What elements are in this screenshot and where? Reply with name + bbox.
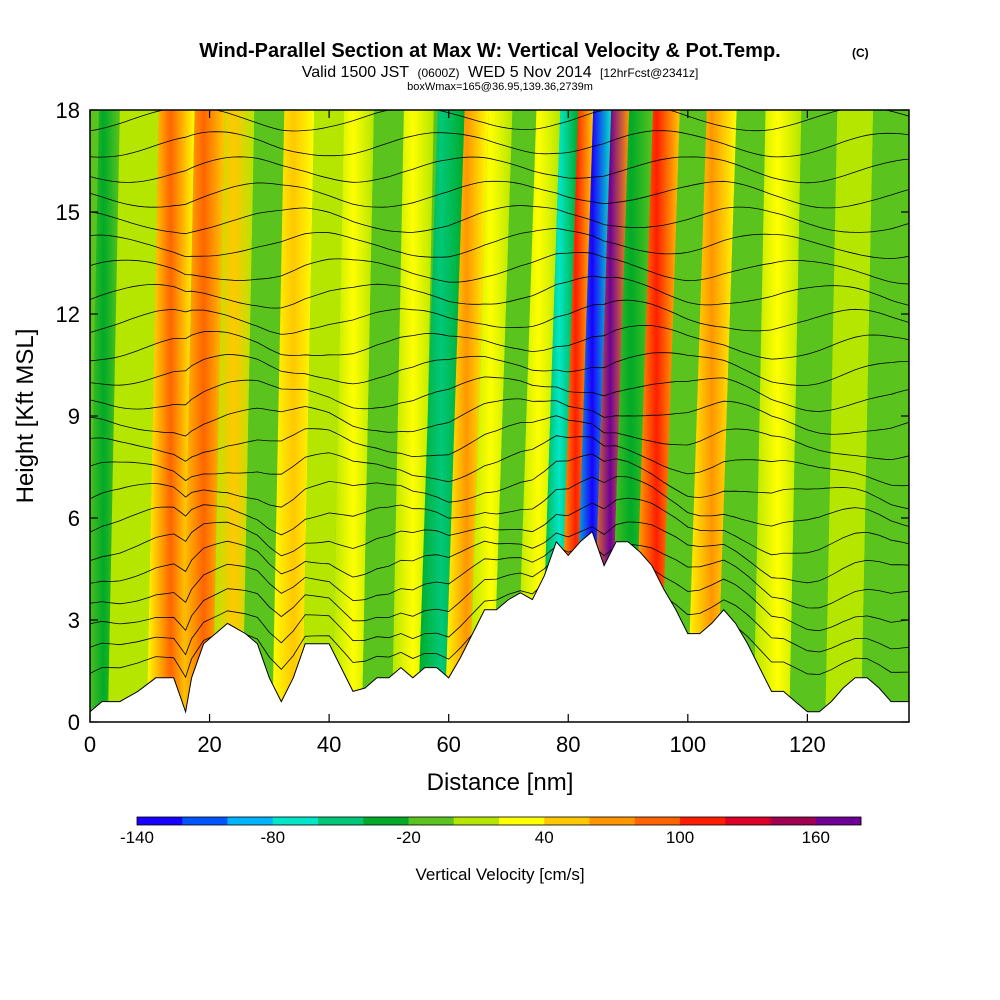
colorbar-swatch (363, 817, 409, 825)
colorbar-swatch (227, 817, 274, 825)
velocity-band (146, 110, 195, 722)
chart-title: Wind-Parallel Section at Max W: Vertical… (199, 40, 780, 62)
colorbar-swatch (634, 817, 681, 825)
velocity-band (182, 110, 225, 722)
subtitle-valid: Valid 1500 JST (302, 64, 410, 81)
colorbar-label: Vertical Velocity [cm/s] (415, 865, 584, 884)
y-axis: 0 3 6 9 12 15 18 (56, 98, 909, 735)
velocity-band (686, 110, 737, 722)
theta-contour (90, 110, 909, 132)
x-axis-label: Distance [nm] (427, 769, 574, 796)
y-tick-label: 18 (56, 98, 80, 123)
colorbar-swatch (408, 817, 455, 825)
theta-contour (90, 352, 909, 386)
chart-subtitle: Valid 1500 JST (0600Z) WED 5 Nov 2014 [1… (302, 64, 699, 81)
x-axis: 0 20 40 60 80 100 120 (84, 110, 826, 757)
theta-contour (90, 415, 909, 462)
y-tick-label: 12 (56, 302, 80, 327)
y-tick-label: 9 (68, 404, 80, 429)
velocity-band (861, 110, 904, 722)
theta-contour (90, 398, 909, 437)
theta-contour (90, 497, 909, 561)
terrain-mask (90, 530, 909, 722)
chart-subtitle2: boxWmax=165@36.95,139.36,2739m (407, 81, 593, 93)
y-tick-label: 0 (68, 710, 80, 735)
colorbar-ticks: -140 -80 -20 40 100 160 (120, 828, 830, 847)
colorbar-tick-label: -80 (260, 828, 285, 847)
theta-contours (90, 110, 909, 679)
x-tick-label: 60 (436, 732, 460, 757)
colorbar-swatch (680, 817, 726, 825)
theta-contour (90, 376, 909, 412)
velocity-band (444, 110, 489, 722)
theta-contour (90, 205, 909, 235)
theta-contour (90, 324, 909, 362)
theta-contour (90, 227, 909, 260)
velocity-band (468, 110, 513, 722)
velocity-band (492, 110, 537, 722)
colorbar-swatch (589, 817, 636, 825)
theta-contour (90, 180, 909, 209)
y-axis-label: Height [Kft MSL] (12, 329, 39, 504)
colorbar-swatch (725, 817, 771, 825)
theta-contour (90, 299, 909, 335)
velocity-band (332, 110, 374, 722)
colorbar-swatch (272, 817, 319, 825)
x-tick-label: 0 (84, 732, 96, 757)
theta-contour (90, 476, 909, 536)
colorbar-swatch (137, 817, 183, 825)
velocity-band (272, 110, 315, 722)
theta-contour (90, 543, 909, 609)
y-tick-label: 3 (68, 608, 80, 633)
theta-contour (90, 130, 909, 158)
theta-contour (90, 521, 909, 584)
colorbar-tick-label: -140 (120, 828, 154, 847)
velocity-band (516, 110, 561, 722)
velocity-band (361, 110, 404, 722)
colorbar-tick-label: -20 (396, 828, 421, 847)
colorbar-swatch (815, 817, 862, 825)
subtitle-fcst: [12hrFcst@2341z] (600, 66, 698, 80)
y-tick-label: 6 (68, 506, 80, 531)
colorbar-swatch (182, 817, 228, 825)
velocity-band (212, 110, 255, 722)
x-tick-label: 100 (669, 732, 706, 757)
x-tick-label: 120 (789, 732, 826, 757)
theta-contour (90, 565, 909, 656)
x-tick-label: 80 (556, 732, 580, 757)
theta-contour (90, 156, 909, 184)
subtitle-date: WED 5 Nov 2014 (468, 64, 592, 81)
theta-contour (90, 435, 909, 487)
plot-area (90, 110, 909, 722)
theta-contour (90, 252, 909, 285)
colorbar-tick-label: 160 (802, 828, 830, 847)
colorbar-swatch (453, 817, 500, 825)
y-tick-label: 15 (56, 200, 80, 225)
colorbar-frame (136, 816, 862, 826)
title-mark: (C) (852, 46, 869, 60)
velocity-band (90, 110, 120, 722)
x-tick-label: 40 (317, 732, 341, 757)
theta-contour (90, 275, 909, 309)
subtitle-z: (0600Z) (418, 66, 460, 80)
velocity-band (659, 110, 707, 722)
colorbar-swatch (499, 817, 545, 825)
velocity-band (825, 110, 874, 722)
theta-contour (90, 453, 909, 510)
x-tick-label: 20 (197, 732, 221, 757)
colorbar-swatch (318, 817, 364, 825)
velocity-band (417, 110, 465, 722)
colorbar-swatch (770, 817, 817, 825)
colorbar-tick-label: 40 (535, 828, 554, 847)
velocity-band (753, 110, 802, 722)
velocity-band (107, 110, 159, 722)
colorbar-tick-label: 100 (666, 828, 694, 847)
colorbar-swatch (544, 817, 590, 825)
colorbar (136, 816, 862, 826)
theta-contour (90, 556, 909, 632)
velocity-band (716, 110, 770, 722)
